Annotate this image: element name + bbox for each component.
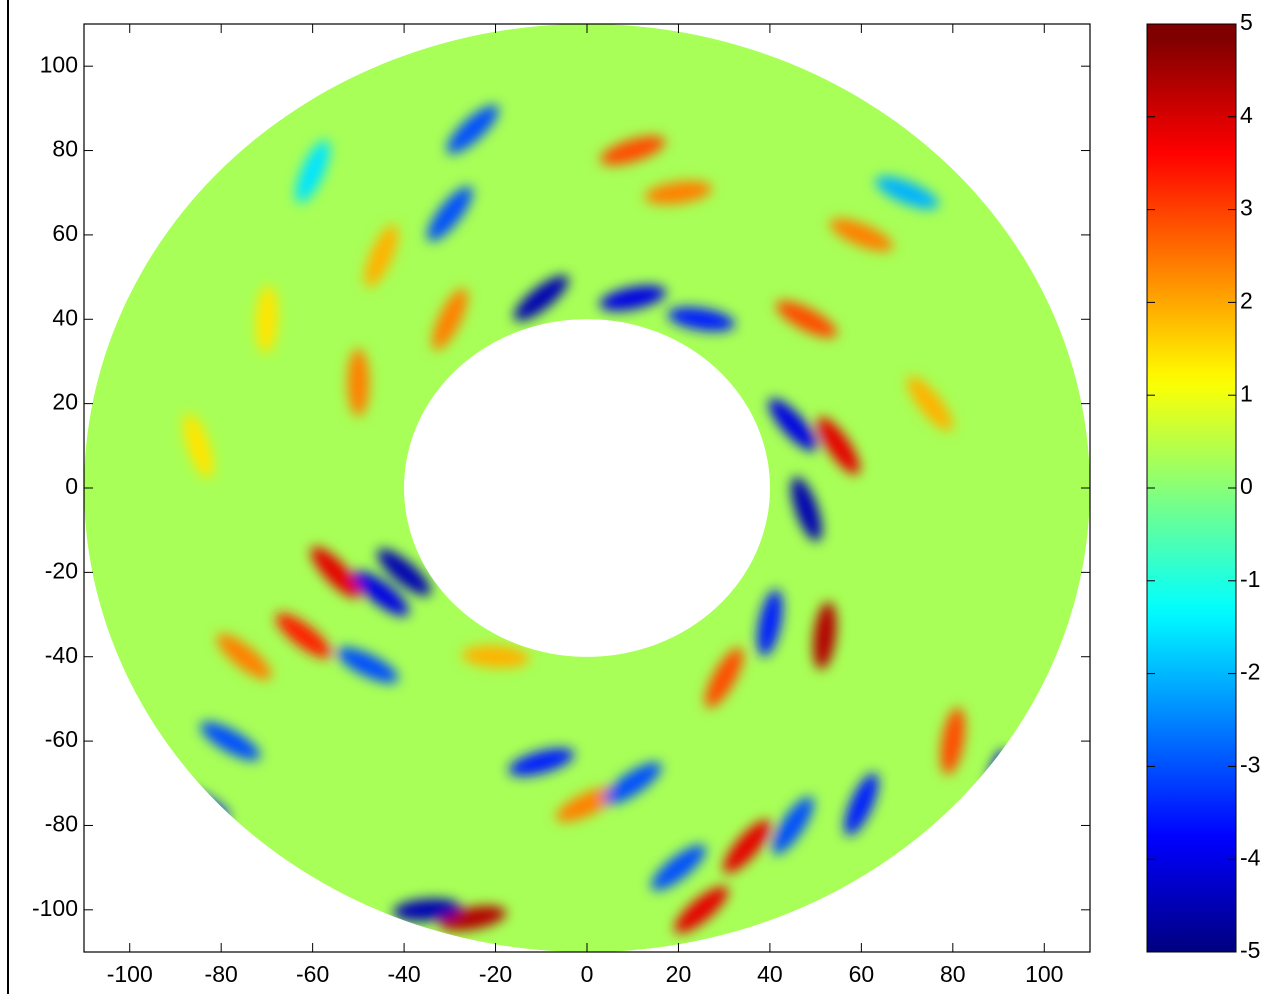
y-tick-label: 20 xyxy=(52,389,78,415)
y-tick-label: 100 xyxy=(40,51,78,77)
colorbar-tick-label: -1 xyxy=(1240,566,1260,592)
y-tick-label: 60 xyxy=(52,220,78,246)
annulus-field xyxy=(84,24,1090,952)
colorbar-tick-label: 5 xyxy=(1240,9,1253,35)
y-tick-label: -80 xyxy=(45,811,78,837)
colorbar xyxy=(1147,24,1236,952)
field-blob xyxy=(185,824,256,868)
x-tick-label: 60 xyxy=(849,961,875,987)
inner-radius xyxy=(404,319,770,657)
y-tick-label: 0 xyxy=(65,473,78,499)
x-tick-label: -100 xyxy=(107,961,153,987)
x-tick-label: 0 xyxy=(581,961,594,987)
colorbar-tick-label: 4 xyxy=(1240,102,1253,128)
colorbar-tick-label: -2 xyxy=(1240,659,1260,685)
colorbar-tick-label: 2 xyxy=(1240,287,1253,313)
x-tick-label: 80 xyxy=(940,961,966,987)
y-tick-label: 80 xyxy=(52,136,78,162)
y-tick-label: -20 xyxy=(45,557,78,583)
x-tick-label: -20 xyxy=(479,961,512,987)
y-tick-label: 40 xyxy=(52,304,78,330)
colorbar-tick-label: -5 xyxy=(1240,937,1260,963)
colorbar-tick-label: 0 xyxy=(1240,473,1253,499)
y-tick-label: -100 xyxy=(32,895,78,921)
y-tick-label: -40 xyxy=(45,642,78,668)
colorbar-tick-label: 3 xyxy=(1240,195,1253,221)
colorbar-tick-label: -4 xyxy=(1240,844,1261,870)
colorbar-tick-label: 1 xyxy=(1240,380,1253,406)
colorbar-tick-label: -3 xyxy=(1240,751,1260,777)
y-tick-label: -60 xyxy=(45,726,78,752)
x-tick-label: 100 xyxy=(1025,961,1063,987)
x-tick-label: 40 xyxy=(757,961,783,987)
x-tick-label: -40 xyxy=(387,961,420,987)
chart: -100-80-60-40-20020406080100-100-80-60-4… xyxy=(0,0,1282,994)
x-tick-label: -80 xyxy=(205,961,238,987)
x-tick-label: -60 xyxy=(296,961,329,987)
x-tick-label: 20 xyxy=(666,961,692,987)
